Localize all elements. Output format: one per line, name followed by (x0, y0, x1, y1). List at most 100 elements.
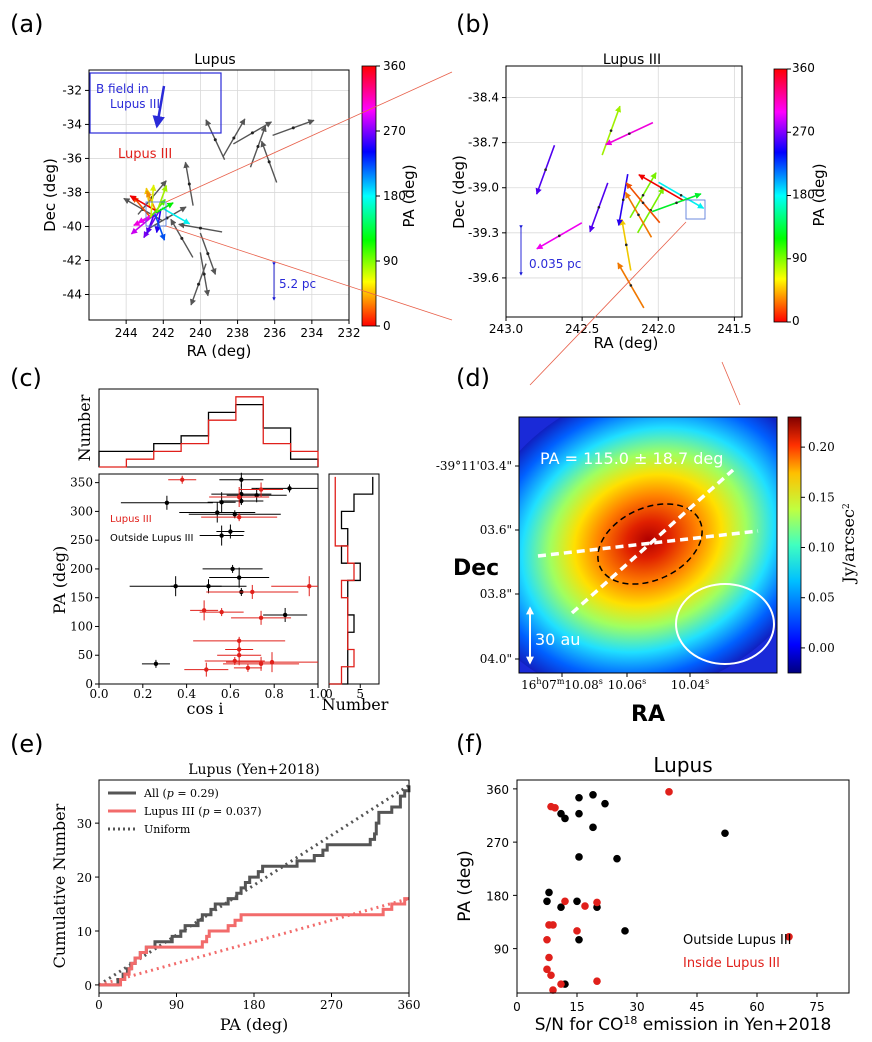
x-tick-label: 45 (689, 1000, 704, 1014)
x-tick-label: 240 (189, 326, 212, 340)
y-tick-label: 200 (70, 562, 93, 576)
major-axis-line (570, 468, 735, 615)
pa-hist-lupus3 (329, 476, 355, 685)
panel-a-colorbar (361, 65, 377, 327)
panel-b-ticks: 243.0 242.5 242.0 241.5 -38.4 -38.7 -39.0 -39.3… (468, 91, 752, 336)
lupus3-point (269, 659, 275, 665)
vector-center (197, 282, 201, 286)
lupus3-point (180, 477, 185, 482)
colored-vector (161, 207, 191, 225)
scale-label-b: 0.035 pc (529, 257, 581, 271)
panel-f-legend-outside: Outside Lupus III (683, 933, 792, 948)
y-tick-label: 180 (486, 889, 509, 903)
disk-emission (519, 417, 777, 673)
panel-a-axes-frame (88, 69, 350, 321)
y-tick-label: -32 (62, 83, 82, 97)
outside-point (557, 903, 565, 912)
uniform-line (98, 784, 410, 987)
x-tick-label: 242.0 (641, 322, 675, 336)
outside-point (164, 500, 170, 505)
vector-center (641, 201, 645, 205)
inside-point (785, 932, 793, 941)
panel-b-title: Lupus III (603, 52, 661, 68)
panel-c-ylabel: PA (deg) (50, 546, 69, 614)
lupus3-point (245, 665, 251, 671)
vector-center (206, 252, 210, 256)
y-tick-label: 100 (70, 619, 93, 633)
x-tick-label: 0.6 (221, 687, 240, 701)
y-tick-label: -39°11'03.4" (436, 459, 512, 473)
inside-point (557, 980, 565, 988)
panel-c-top-hist-label: Number (75, 394, 94, 461)
x-tick-label: 360 (398, 998, 421, 1012)
outside-point (575, 809, 583, 818)
panel-d-pa-annotation: PA = 115.0 ± 18.7 deg (540, 449, 723, 468)
vector-center (609, 129, 613, 132)
outside-point (589, 823, 597, 832)
outside-point (575, 793, 583, 802)
vector-center (256, 145, 260, 149)
y-tick-label: 270 (486, 836, 509, 850)
outside-point (601, 799, 609, 808)
lupus3-point (204, 667, 209, 672)
lupus3-point (236, 514, 242, 520)
colored-vector (154, 213, 166, 241)
b-field-inset-text-1: B field in (96, 82, 149, 96)
panel-c-ticks: 0.0 0.2 0.4 0.6 0.8 1.0 0 50 100 150 200 250 300 350 (70, 476, 327, 701)
x-tick-label: 242 (152, 326, 175, 340)
panel-b-ylabel: Dec (deg) (450, 155, 468, 229)
zoom-line-d-left (529, 221, 687, 386)
colorbar-tick-label: 0.15 (808, 490, 835, 504)
right-hist-tick-label: 5 (356, 687, 364, 701)
x-tick-label: 0.4 (177, 687, 196, 701)
outside-point (282, 612, 288, 618)
x-tick-label: 270 (320, 998, 343, 1012)
panel-a-ticks: 244 242 240 238 236 234 232 -32 -34 -36 -38 -40 -42 -… (62, 83, 360, 340)
colored-vector (155, 202, 174, 214)
panel-f-title: Lupus (653, 753, 712, 777)
panel-d-frame (518, 416, 778, 674)
legend-uniform-text: Uniform (144, 823, 191, 836)
y-tick-label: 50 (78, 648, 93, 662)
inside-point (551, 804, 559, 812)
scale-label-a: 5.2 pc (279, 277, 316, 291)
disk-zoom-box (685, 199, 706, 220)
outside-point (575, 853, 583, 861)
vector-center (267, 160, 271, 164)
y-tick-label: -42 (62, 253, 82, 267)
y-tick-label: 20 (77, 871, 92, 885)
b-field-arrow (152, 85, 166, 129)
outside-point (543, 897, 551, 906)
colorbar-tick-label: 270 (792, 124, 815, 138)
panel-a-vectors (123, 118, 315, 306)
outside-point (239, 477, 244, 482)
colored-vector (149, 184, 157, 217)
panel-b-axes-frame (505, 65, 743, 318)
y-tick-label: -40 (62, 219, 82, 233)
x-tick-label: 90 (169, 998, 184, 1012)
inside-point (545, 953, 553, 962)
y-tick-label: 03.8" (480, 587, 512, 601)
cos-hist-lupus3 (99, 396, 319, 468)
panel-b-label: (b) (456, 10, 490, 38)
outside-point (561, 814, 569, 823)
legend-lupus3-text: Lupus III (p = 0.037) (144, 805, 262, 818)
x-tick-label: 15 (569, 1000, 584, 1014)
y-tick-label: 04.0" (480, 652, 512, 666)
panel-c-legend-outside: Outside Lupus III (110, 533, 193, 544)
vector-center (198, 226, 202, 230)
panel-c-top-hist-frame (98, 388, 319, 468)
vector-center (291, 126, 295, 130)
vector-center (628, 132, 631, 135)
scale-label-d: 30 au (535, 630, 580, 649)
x-tick-label: 10.04s (671, 677, 709, 692)
panel-f-xlabel: S/N for CO18 emission in Yen+2018 (535, 1014, 832, 1035)
vector-center (660, 186, 663, 190)
y-tick-label: -39.0 (468, 181, 499, 195)
panel-c-xlabel: cos i (186, 699, 223, 718)
colorbar-tick-label: 90 (383, 254, 398, 268)
inside-point (665, 788, 673, 796)
colored-vector (129, 195, 159, 213)
colored-vector (137, 210, 160, 224)
